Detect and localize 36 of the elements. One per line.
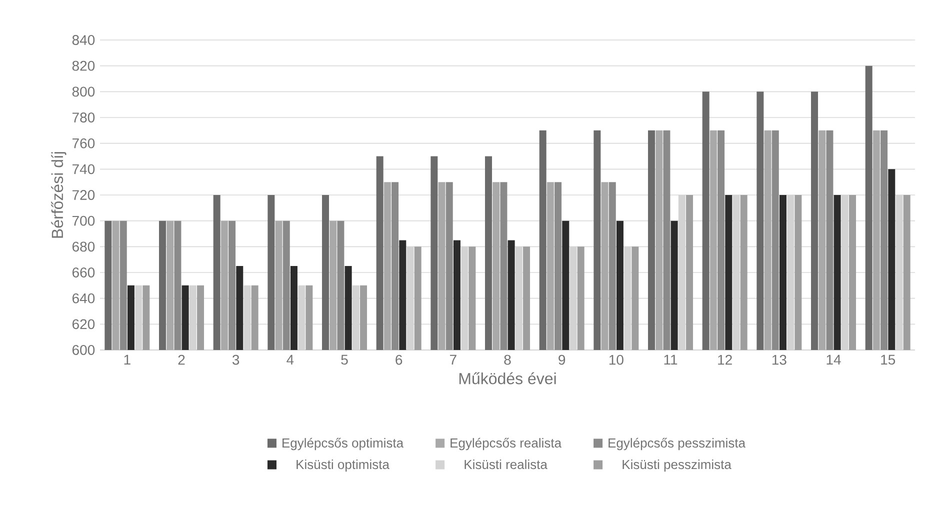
x-tick-label: 5 (341, 354, 348, 365)
y-tick-label: 720 (72, 190, 95, 200)
y-tick-label: 800 (72, 86, 95, 97)
x-tick-label: 7 (450, 354, 456, 364)
legend-label: Egylépcsős pesszimista (608, 438, 746, 450)
y-tick-label: 780 (72, 112, 95, 122)
x-tick-label: 13 (772, 354, 786, 365)
y-tick-label: 740 (72, 164, 95, 174)
x-tick-label: 12 (718, 354, 732, 365)
y-tick-label: 600 (72, 345, 95, 355)
y-tick-label: 700 (72, 216, 95, 226)
y-tick-label: 680 (72, 242, 95, 252)
x-tick-label: 8 (504, 354, 511, 365)
x-tick-label: 6 (396, 354, 402, 365)
x-axis-title: Működés évei (459, 372, 556, 384)
y-tick-label: 760 (72, 138, 95, 148)
x-tick-label: 4 (286, 354, 294, 364)
x-tick-label: 11 (664, 354, 678, 364)
x-tick-label: 2 (178, 354, 185, 365)
x-tick-label: 14 (826, 354, 841, 364)
y-tick-label: 660 (72, 268, 95, 278)
legend-label: Kisüsti realista (464, 460, 548, 470)
legend-label: Kisüsti optimista (296, 460, 390, 472)
x-tick-label: 3 (232, 354, 240, 365)
x-tick-label: 9 (558, 354, 566, 365)
legend-label: Kisüsti pesszimista (622, 460, 732, 472)
y-tick-label: 640 (72, 293, 95, 304)
x-tick-label: 15 (881, 354, 896, 365)
y-axis-title: Bérfőzési díj (51, 152, 66, 238)
legend-label: Egylépcsős realista (450, 438, 562, 450)
y-tick-label: 820 (72, 60, 95, 71)
x-tick-label: 10 (609, 354, 624, 365)
y-tick-label: 840 (72, 35, 95, 45)
legend-label: Egylépcsős optimista (282, 438, 404, 450)
x-tick-label: 1 (124, 354, 130, 364)
y-tick-label: 620 (72, 319, 95, 330)
